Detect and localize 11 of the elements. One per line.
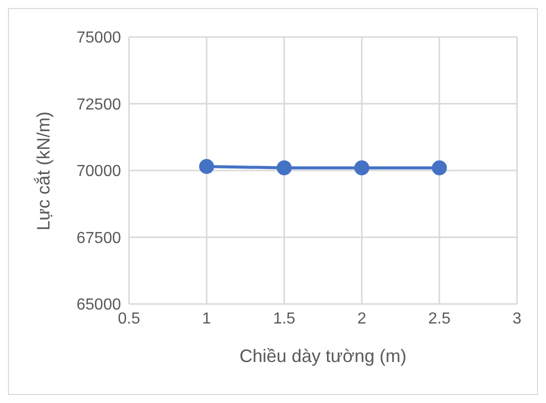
x-tick-label: 1.5	[273, 310, 296, 328]
x-tick-label: 2	[357, 310, 366, 328]
x-axis-title: Chiều dày tường (m)	[240, 346, 406, 366]
x-tick-label: 1	[202, 310, 212, 328]
y-axis-title: Lực cắt (kN/m)	[33, 111, 54, 230]
x-tick-label: 2.5	[428, 310, 451, 328]
y-tick-label: 75000	[76, 30, 122, 47]
y-tick-label: 72500	[76, 96, 122, 114]
y-tick-label: 70000	[76, 163, 122, 180]
x-tick-label: 3	[512, 310, 522, 328]
y-tick-label: 67500	[76, 230, 122, 247]
